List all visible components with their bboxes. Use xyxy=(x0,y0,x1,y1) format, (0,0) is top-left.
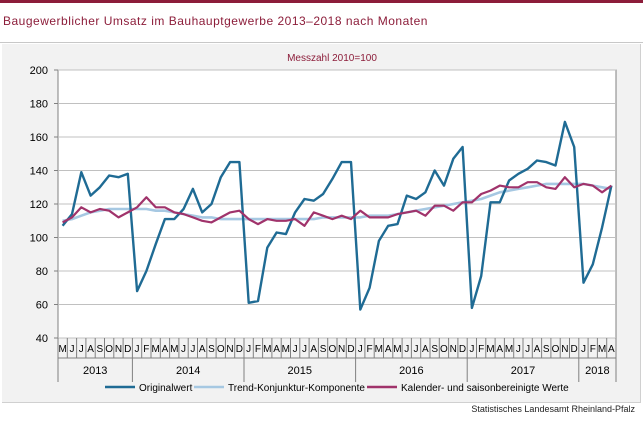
legend-label: Originalwert xyxy=(139,383,193,394)
month-tick-label: M xyxy=(598,344,606,355)
month-tick-label: S xyxy=(97,344,104,355)
month-tick-label: S xyxy=(320,344,327,355)
y-tick-label: 80 xyxy=(36,266,48,278)
month-tick-label: J xyxy=(246,344,251,355)
month-tick-label: J xyxy=(469,344,474,355)
month-tick-label: O xyxy=(440,344,448,355)
source-note: Statistisches Landesamt Rheinland-Pfalz xyxy=(471,404,635,414)
year-label: 2016 xyxy=(399,365,423,377)
month-tick-label: F xyxy=(143,344,149,355)
month-tick-label: N xyxy=(338,344,345,355)
y-axis-ticks: 40 60 80 100 120 140 160 180 200 xyxy=(30,65,58,345)
month-tick-label: F xyxy=(255,344,261,355)
y-tick-label: 140 xyxy=(30,166,48,178)
month-tick-label: N xyxy=(561,344,568,355)
month-tick-label: A xyxy=(385,344,392,355)
chart-svg: Messzahl 2010=100 40 60 80 100 120 140 160 180 2… xyxy=(30,53,617,394)
legend-label: Kalender- und saisonbereinigte Werte xyxy=(401,383,569,394)
month-tick-label: M xyxy=(151,344,159,355)
year-label: 2017 xyxy=(511,365,535,377)
month-tick-label: O xyxy=(328,344,336,355)
month-tick-label: J xyxy=(190,344,195,355)
month-tick-label: O xyxy=(552,344,560,355)
y-tick-label: 160 xyxy=(30,132,48,144)
month-tick-label: M xyxy=(263,344,271,355)
month-tick-label: J xyxy=(516,344,521,355)
month-tick-label: M xyxy=(393,344,401,355)
y-tick-label: 40 xyxy=(36,333,48,345)
y-tick-label: 60 xyxy=(36,300,48,312)
year-label: 2014 xyxy=(176,365,200,377)
month-tick-label: A xyxy=(310,344,317,355)
month-tick-label: D xyxy=(571,344,578,355)
month-tick-label: A xyxy=(162,344,169,355)
y-tick-label: 100 xyxy=(30,233,48,245)
month-tick-label: J xyxy=(69,344,74,355)
title-divider xyxy=(0,42,643,43)
top-accent-bar xyxy=(0,0,643,3)
month-tick-label: J xyxy=(79,344,84,355)
year-label: 2018 xyxy=(585,365,609,377)
y-tick-label: 120 xyxy=(30,199,48,211)
month-tick-label: M xyxy=(170,344,178,355)
series-lines xyxy=(61,120,613,311)
month-tick-label: M xyxy=(58,344,66,355)
month-tick-label: A xyxy=(534,344,541,355)
month-tick-label: D xyxy=(347,344,354,355)
month-tick-label: A xyxy=(422,344,429,355)
month-tick-label: O xyxy=(217,344,225,355)
month-tick-label: J xyxy=(581,344,586,355)
month-tick-label: S xyxy=(431,344,438,355)
legend: Originalwert Trend-Konjunktur-Komponente K… xyxy=(105,383,569,394)
month-tick-label: S xyxy=(208,344,215,355)
month-tick-label: A xyxy=(608,344,615,355)
month-tick-label: A xyxy=(87,344,94,355)
month-tick-label: J xyxy=(135,344,140,355)
month-tick-label: A xyxy=(273,344,280,355)
month-tick-label: N xyxy=(115,344,122,355)
chart-subtitle: Messzahl 2010=100 xyxy=(287,53,377,64)
month-tick-label: O xyxy=(105,344,113,355)
legend-label: Trend-Konjunktur-Komponente xyxy=(228,383,365,394)
month-tick-label: F xyxy=(478,344,484,355)
year-label: 2013 xyxy=(83,365,107,377)
month-tick-label: J xyxy=(414,344,419,355)
month-tick-label: D xyxy=(236,344,243,355)
month-tick-label: J xyxy=(302,344,307,355)
month-tick-label: S xyxy=(543,344,550,355)
month-tick-label: D xyxy=(459,344,466,355)
chart-frame: Messzahl 2010=100 40 60 80 100 120 140 160 180 2… xyxy=(2,44,641,403)
series-line-0 xyxy=(61,120,613,311)
month-tick-label: J xyxy=(181,344,186,355)
month-tick-label: D xyxy=(124,344,131,355)
year-label: 2015 xyxy=(288,365,312,377)
month-tick-label: J xyxy=(404,344,409,355)
month-tick-label: F xyxy=(590,344,596,355)
y-tick-label: 200 xyxy=(30,65,48,77)
month-tick-label: M xyxy=(486,344,494,355)
month-tick-label: A xyxy=(199,344,206,355)
month-tick-label: M xyxy=(375,344,383,355)
month-tick-label: N xyxy=(226,344,233,355)
month-tick-label: J xyxy=(358,344,363,355)
month-tick-label: J xyxy=(293,344,298,355)
month-tick-label: J xyxy=(525,344,530,355)
chart-title: Baugewerblicher Umsatz im Bauhauptgewerb… xyxy=(3,14,428,28)
series-line-2 xyxy=(62,176,613,227)
month-tick-label: F xyxy=(366,344,372,355)
y-tick-label: 180 xyxy=(30,99,48,111)
month-tick-label: A xyxy=(496,344,503,355)
month-tick-label: M xyxy=(282,344,290,355)
month-tick-label: M xyxy=(505,344,513,355)
month-tick-label: N xyxy=(450,344,457,355)
